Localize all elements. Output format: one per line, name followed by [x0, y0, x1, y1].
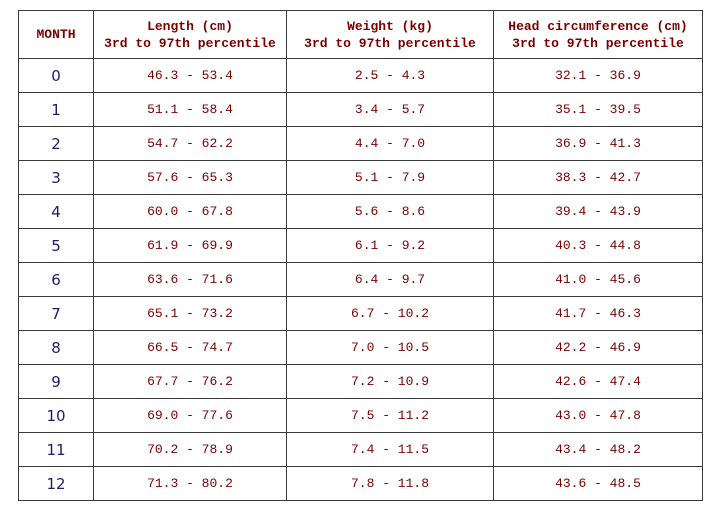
header-cell: Weight (kg) 3rd to 97th percentile: [286, 10, 494, 59]
range-cell: 35.1 - 39.5: [493, 92, 703, 127]
range-cell: 7.8 - 11.8: [286, 466, 494, 501]
range-cell: 54.7 - 62.2: [93, 126, 287, 161]
range-cell: 36.9 - 41.3: [493, 126, 703, 161]
table-row: 10 69.0 - 77.6 7.5 - 11.2 43.0 - 47.8: [18, 398, 703, 433]
range-cell: 6.4 - 9.7: [286, 262, 494, 297]
table-row: 12 71.3 - 80.2 7.8 - 11.8 43.6 - 48.5: [18, 466, 703, 501]
growth-table: MONTH Length (cm) 3rd to 97th percentile We…: [18, 10, 703, 501]
header-cell: Length (cm) 3rd to 97th percentile: [93, 10, 287, 59]
header-text: Length (cm): [147, 18, 233, 34]
table-row: 8 66.5 - 74.7 7.0 - 10.5 42.2 - 46.9: [18, 330, 703, 365]
header-text: MONTH: [36, 27, 76, 42]
range-cell: 6.7 - 10.2: [286, 296, 494, 331]
range-cell: 6.1 - 9.2: [286, 228, 494, 263]
range-cell: 7.5 - 11.2: [286, 398, 494, 433]
range-cell: 4.4 - 7.0: [286, 126, 494, 161]
range-cell: 70.2 - 78.9: [93, 432, 287, 467]
month-cell: 2: [18, 126, 94, 161]
month-cell: 8: [18, 330, 94, 365]
header-text: 3rd to 97th percentile: [304, 35, 476, 51]
range-cell: 43.6 - 48.5: [493, 466, 703, 501]
month-cell: 9: [18, 364, 94, 399]
range-cell: 43.4 - 48.2: [493, 432, 703, 467]
range-cell: 39.4 - 43.9: [493, 194, 703, 229]
range-cell: 42.2 - 46.9: [493, 330, 703, 365]
month-cell: 11: [18, 432, 94, 467]
range-cell: 43.0 - 47.8: [493, 398, 703, 433]
range-cell: 71.3 - 80.2: [93, 466, 287, 501]
table-row: 1 51.1 - 58.4 3.4 - 5.7 35.1 - 39.5: [18, 92, 703, 127]
table-row: 3 57.6 - 65.3 5.1 - 7.9 38.3 - 42.7: [18, 160, 703, 195]
month-cell: 0: [18, 58, 94, 93]
month-cell: 5: [18, 228, 94, 263]
month-cell: 12: [18, 466, 94, 501]
table-body: 0 46.3 - 53.4 2.5 - 4.3 32.1 - 36.9 1 51.1 - …: [18, 58, 703, 501]
table-row: 5 61.9 - 69.9 6.1 - 9.2 40.3 - 44.8: [18, 228, 703, 263]
header-text: Weight (kg): [347, 18, 433, 34]
range-cell: 2.5 - 4.3: [286, 58, 494, 93]
header-text: 3rd to 97th percentile: [104, 35, 276, 51]
month-cell: 1: [18, 92, 94, 127]
header-text: 3rd to 97th percentile: [512, 35, 684, 51]
range-cell: 61.9 - 69.9: [93, 228, 287, 263]
range-cell: 41.7 - 46.3: [493, 296, 703, 331]
month-cell: 10: [18, 398, 94, 433]
range-cell: 57.6 - 65.3: [93, 160, 287, 195]
header-cell: MONTH: [18, 10, 94, 59]
header-cell: Head circumference (cm) 3rd to 97th perce…: [493, 10, 703, 59]
range-cell: 46.3 - 53.4: [93, 58, 287, 93]
range-cell: 7.2 - 10.9: [286, 364, 494, 399]
table-wrap: MONTH Length (cm) 3rd to 97th percentile We…: [18, 10, 703, 501]
table-row: 7 65.1 - 73.2 6.7 - 10.2 41.7 - 46.3: [18, 296, 703, 331]
table-row: 0 46.3 - 53.4 2.5 - 4.3 32.1 - 36.9: [18, 58, 703, 93]
range-cell: 65.1 - 73.2: [93, 296, 287, 331]
table-row: 6 63.6 - 71.6 6.4 - 9.7 41.0 - 45.6: [18, 262, 703, 297]
range-cell: 3.4 - 5.7: [286, 92, 494, 127]
month-cell: 6: [18, 262, 94, 297]
range-cell: 7.4 - 11.5: [286, 432, 494, 467]
month-cell: 4: [18, 194, 94, 229]
range-cell: 42.6 - 47.4: [493, 364, 703, 399]
table-row: 11 70.2 - 78.9 7.4 - 11.5 43.4 - 48.2: [18, 432, 703, 467]
range-cell: 51.1 - 58.4: [93, 92, 287, 127]
table-row: 4 60.0 - 67.8 5.6 - 8.6 39.4 - 43.9: [18, 194, 703, 229]
header-text: Head circumference (cm): [508, 18, 688, 34]
month-cell: 3: [18, 160, 94, 195]
table-row: 2 54.7 - 62.2 4.4 - 7.0 36.9 - 41.3: [18, 126, 703, 161]
range-cell: 7.0 - 10.5: [286, 330, 494, 365]
table-row: 9 67.7 - 76.2 7.2 - 10.9 42.6 - 47.4: [18, 364, 703, 399]
range-cell: 67.7 - 76.2: [93, 364, 287, 399]
range-cell: 5.1 - 7.9: [286, 160, 494, 195]
range-cell: 32.1 - 36.9: [493, 58, 703, 93]
range-cell: 40.3 - 44.8: [493, 228, 703, 263]
header-row: MONTH Length (cm) 3rd to 97th percentile We…: [18, 10, 703, 59]
range-cell: 63.6 - 71.6: [93, 262, 287, 297]
month-cell: 7: [18, 296, 94, 331]
range-cell: 69.0 - 77.6: [93, 398, 287, 433]
range-cell: 38.3 - 42.7: [493, 160, 703, 195]
range-cell: 41.0 - 45.6: [493, 262, 703, 297]
range-cell: 66.5 - 74.7: [93, 330, 287, 365]
range-cell: 5.6 - 8.6: [286, 194, 494, 229]
range-cell: 60.0 - 67.8: [93, 194, 287, 229]
